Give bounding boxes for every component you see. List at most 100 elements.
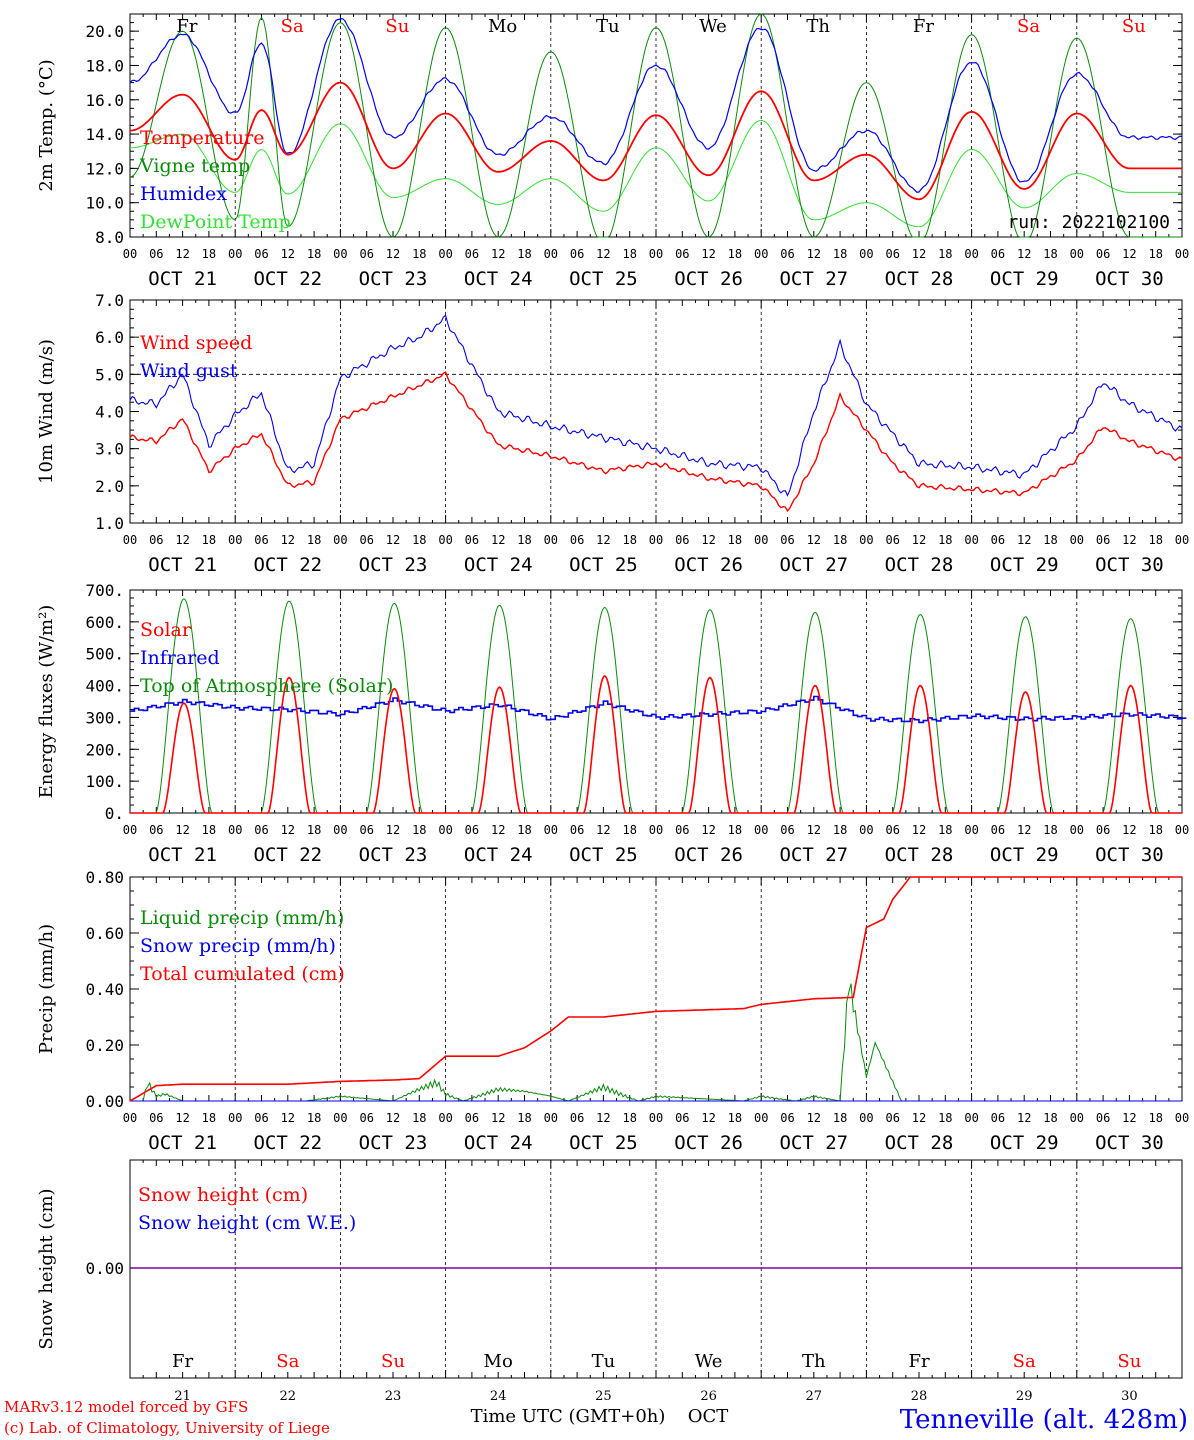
hour-tick-label: 00	[1070, 823, 1084, 837]
hour-tick-label: 12	[701, 1111, 715, 1125]
hour-tick-label: 12	[491, 823, 505, 837]
y-tick-label: 3.0	[95, 440, 124, 459]
hour-tick-label: 00	[964, 1111, 978, 1125]
date-label: OCT 22	[253, 268, 322, 290]
date-label: OCT 28	[885, 844, 954, 866]
legend-entry: Humidex	[140, 183, 227, 205]
hour-tick-label: 18	[1043, 823, 1057, 837]
hour-tick-label: 12	[912, 823, 926, 837]
hour-tick-label: 12	[912, 247, 926, 261]
location-title: Tenneville (alt. 428m)	[900, 1405, 1188, 1435]
date-label: OCT 25	[569, 268, 638, 290]
date-label: OCT 27	[779, 844, 848, 866]
weekday-label: Th	[806, 16, 830, 37]
date-label: OCT 22	[253, 844, 322, 866]
hour-tick-label: 06	[465, 1111, 479, 1125]
weekday-label: Th	[802, 1351, 826, 1372]
energy-panel: 00 06 12 18 00 06 12 18 00 06 12 18 00 06 12 18 00 06 12 18…	[36, 581, 1189, 866]
hour-tick-label: 00	[649, 247, 663, 261]
day-number-label: 23	[385, 1389, 402, 1404]
legend-entry: Temperature	[140, 127, 264, 149]
date-label: OCT 29	[990, 844, 1059, 866]
weekday-label: Sa	[276, 1351, 299, 1372]
hour-tick-label: 12	[596, 533, 610, 547]
date-label: OCT 29	[990, 1132, 1059, 1154]
hour-tick-label: 00	[649, 533, 663, 547]
hour-tick-label: 18	[307, 823, 321, 837]
date-label: OCT 29	[990, 268, 1059, 290]
hour-tick-label: 06	[1096, 1111, 1110, 1125]
hour-tick-label: 12	[1122, 823, 1136, 837]
hour-tick-label: 18	[412, 823, 426, 837]
hour-tick-label: 18	[1148, 533, 1162, 547]
date-label: OCT 23	[359, 1132, 428, 1154]
hour-tick-label: 12	[596, 823, 610, 837]
date-label: OCT 22	[253, 1132, 322, 1154]
date-label: OCT 27	[779, 554, 848, 576]
hour-tick-label: 18	[833, 533, 847, 547]
hour-tick-label: 06	[359, 533, 373, 547]
hour-tick-label: 00	[333, 247, 347, 261]
hour-tick-label: 18	[1043, 1111, 1057, 1125]
weekday-label: Su	[385, 16, 409, 37]
hour-tick-label: 00	[1175, 1111, 1189, 1125]
series-line-solar	[130, 675, 1182, 814]
date-label: OCT 30	[1095, 554, 1164, 576]
y-tick-label: 20.0	[85, 22, 124, 41]
hour-tick-label: 18	[307, 247, 321, 261]
hour-tick-label: 00	[438, 533, 452, 547]
hour-tick-label: 18	[202, 247, 216, 261]
date-label: OCT 30	[1095, 844, 1164, 866]
hour-tick-label: 00	[228, 1111, 242, 1125]
hour-tick-label: 12	[807, 533, 821, 547]
date-label: OCT 25	[569, 844, 638, 866]
hour-tick-label: 18	[1043, 247, 1057, 261]
hour-tick-label: 06	[780, 533, 794, 547]
weekday-label: Tu	[592, 1351, 616, 1372]
legend-entry: Liquid precip (mm/h)	[140, 907, 344, 929]
y-tick-label: 700.	[85, 581, 124, 600]
hour-tick-label: 18	[622, 247, 636, 261]
y-tick-label: 6.0	[95, 328, 124, 347]
date-label: OCT 28	[885, 1132, 954, 1154]
hour-tick-label: 12	[386, 1111, 400, 1125]
date-label: OCT 26	[674, 554, 743, 576]
snow-panel: 0.00 Snow height (cm) Snow height (cm) Snow…	[36, 1159, 1183, 1404]
hour-tick-label: 12	[1122, 247, 1136, 261]
date-label: OCT 30	[1095, 268, 1164, 290]
hour-tick-label: 00	[1175, 533, 1189, 547]
weekday-label: Su	[1117, 1351, 1141, 1372]
weekday-label: Su	[1122, 16, 1146, 37]
y-tick-label: 7.0	[95, 291, 124, 310]
date-label: OCT 29	[990, 554, 1059, 576]
y-tick-label: 100.	[85, 772, 124, 791]
run-annotation: run: 2022102100	[1007, 212, 1170, 233]
hour-tick-label: 18	[728, 533, 742, 547]
hour-tick-label: 18	[728, 247, 742, 261]
y-tick-label: 14.0	[85, 125, 124, 144]
y-tick-label: 10.0	[85, 194, 124, 213]
hour-tick-label: 12	[1017, 533, 1031, 547]
hour-tick-label: 18	[622, 533, 636, 547]
hour-tick-label: 00	[544, 533, 558, 547]
hour-tick-label: 06	[675, 533, 689, 547]
hour-tick-label: 12	[281, 1111, 295, 1125]
hour-tick-label: 00	[123, 533, 137, 547]
hour-tick-label: 06	[570, 823, 584, 837]
legend-entry: Wind speed	[140, 332, 252, 354]
legend-entry: Total cumulated (cm)	[140, 963, 345, 985]
hour-tick-label: 00	[1175, 247, 1189, 261]
hour-tick-label: 00	[859, 1111, 873, 1125]
hour-tick-label: 06	[570, 533, 584, 547]
hour-tick-label: 00	[964, 533, 978, 547]
series-line-vigne-temp	[129, 13, 1182, 238]
series-line-wind-gust	[129, 314, 1183, 497]
y-tick-label: 5.0	[95, 365, 124, 384]
hour-tick-label: 12	[1122, 1111, 1136, 1125]
y-axis-label: Energy fluxes (W/m²)	[36, 605, 57, 799]
hour-tick-label: 12	[807, 247, 821, 261]
hour-tick-label: 18	[833, 1111, 847, 1125]
hour-tick-label: 12	[701, 533, 715, 547]
weekday-label: Fr	[176, 16, 197, 37]
hour-tick-label: 18	[517, 1111, 531, 1125]
